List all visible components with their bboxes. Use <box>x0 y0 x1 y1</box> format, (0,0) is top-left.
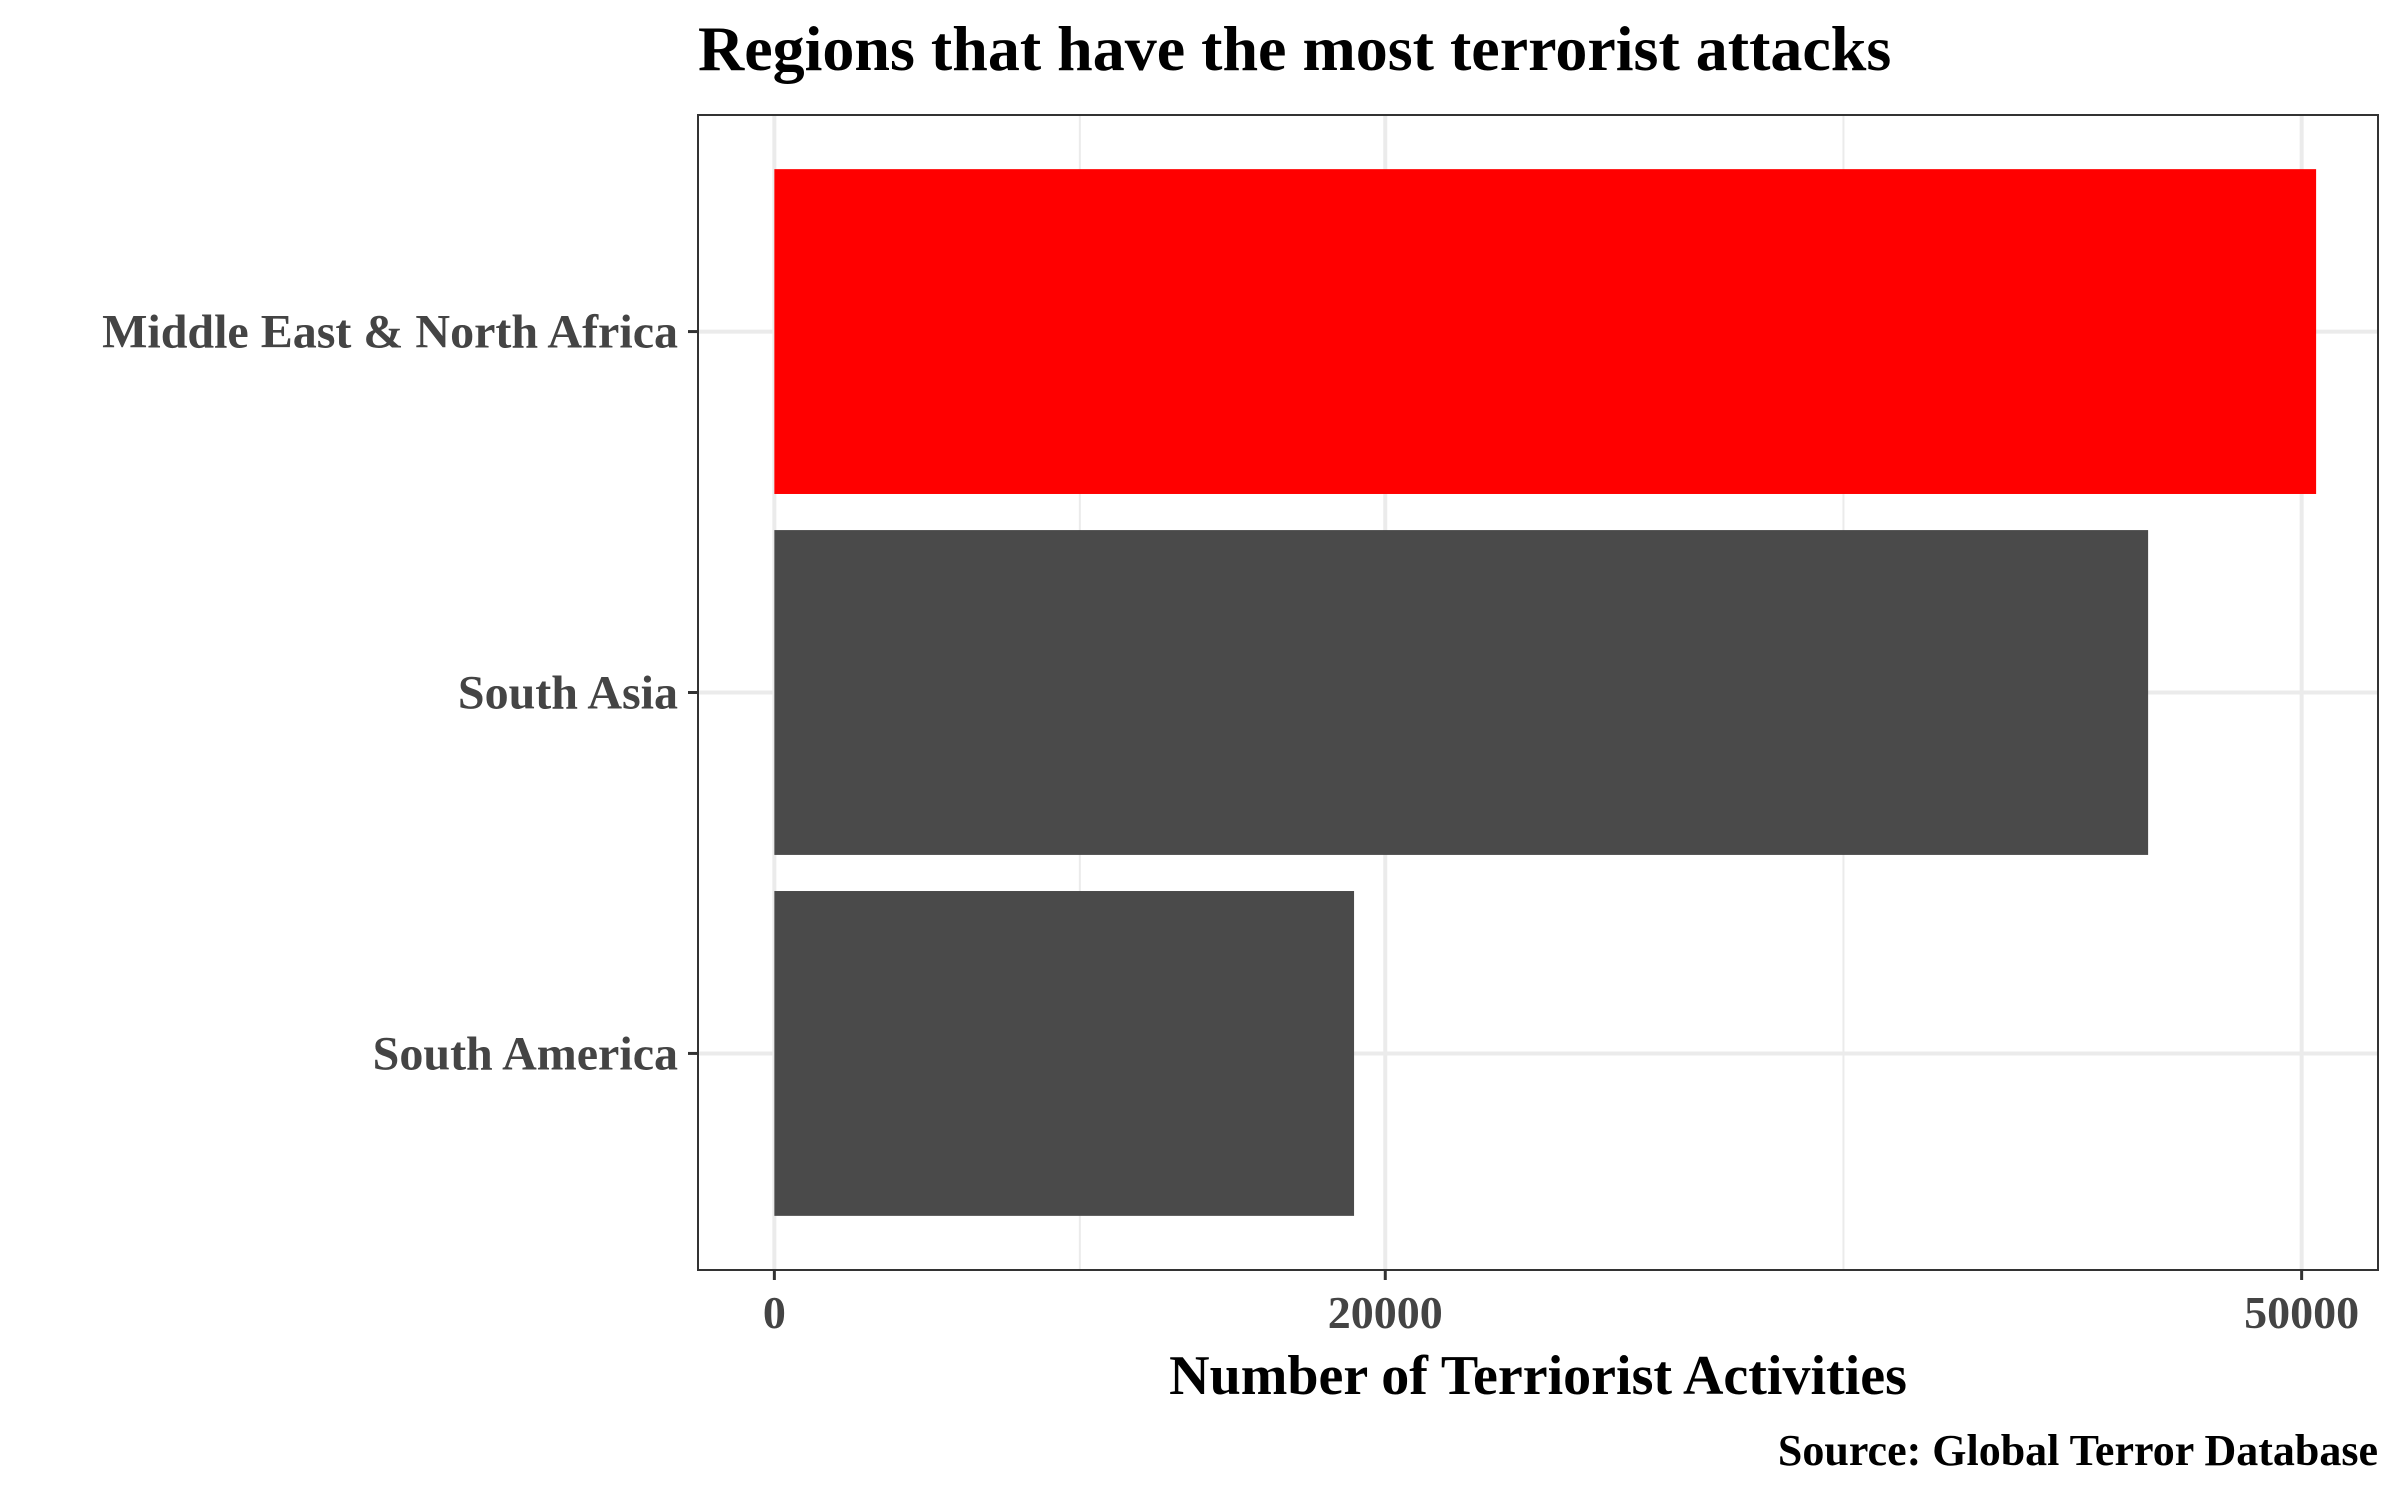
y-axis: Middle East & North Africa South Asia Sout… <box>102 306 698 1080</box>
y-tick-label: South Asia <box>458 667 678 720</box>
x-axis-label: Number of Terriorist Activities <box>1169 1345 1907 1407</box>
bars-layer <box>774 169 2317 1216</box>
x-axis: 0 20000 50000 <box>763 1270 2359 1338</box>
x-tick-label: 50000 <box>2244 1287 2359 1338</box>
bar <box>774 169 2317 494</box>
bar <box>774 530 2149 855</box>
chart-caption: Source: Global Terror Database <box>1778 1426 2378 1475</box>
chart-title: Regions that have the most terrorist att… <box>698 13 1891 84</box>
x-tick-label: 0 <box>763 1287 786 1338</box>
y-tick-label: Middle East & North Africa <box>102 306 678 359</box>
bar <box>774 891 1355 1216</box>
y-tick-label: South America <box>373 1027 678 1080</box>
x-tick-label: 20000 <box>1328 1287 1443 1338</box>
